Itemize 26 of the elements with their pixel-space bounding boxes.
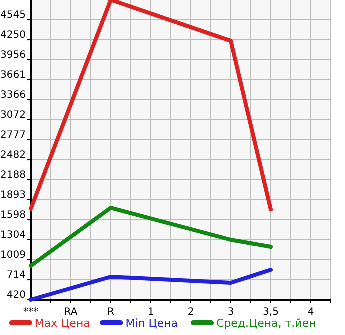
y-tick-label: 420	[6, 290, 26, 301]
y-tick-label: 3661	[0, 70, 26, 82]
y-tick-label: 3072	[0, 110, 26, 121]
y-tick-label: 4545	[0, 10, 26, 22]
y-tick-label: 1893	[0, 190, 26, 202]
y-tick-label: 1598	[0, 210, 26, 222]
x-tick-label: 4	[308, 307, 314, 318]
y-tick-label: 2777	[0, 130, 26, 142]
y-tick-label: 4250	[0, 30, 26, 42]
y-tick-label: 3366	[0, 90, 26, 102]
legend-label: Сред.Цена, т.йен	[216, 317, 316, 330]
y-tick-label: 3956	[0, 50, 26, 61]
y-tick-label: 1304	[0, 230, 26, 241]
x-tick-label: R	[108, 307, 115, 318]
x-tick-label: 1	[148, 307, 154, 318]
y-tick-label: 2188	[0, 170, 26, 181]
x-tick-label: 3,5	[263, 307, 279, 318]
x-tick-label: 2	[188, 307, 194, 318]
y-tick-label: 1009	[0, 250, 26, 262]
legend-label: Max Цена	[34, 317, 90, 330]
x-tick-label: ***	[24, 307, 38, 318]
y-tick-label: 714	[6, 270, 26, 282]
x-tick-label: RA	[64, 307, 78, 318]
legend-label: Min Цена	[126, 317, 178, 330]
y-tick-label: 2482	[0, 150, 26, 162]
x-tick-label: 3	[228, 307, 234, 318]
